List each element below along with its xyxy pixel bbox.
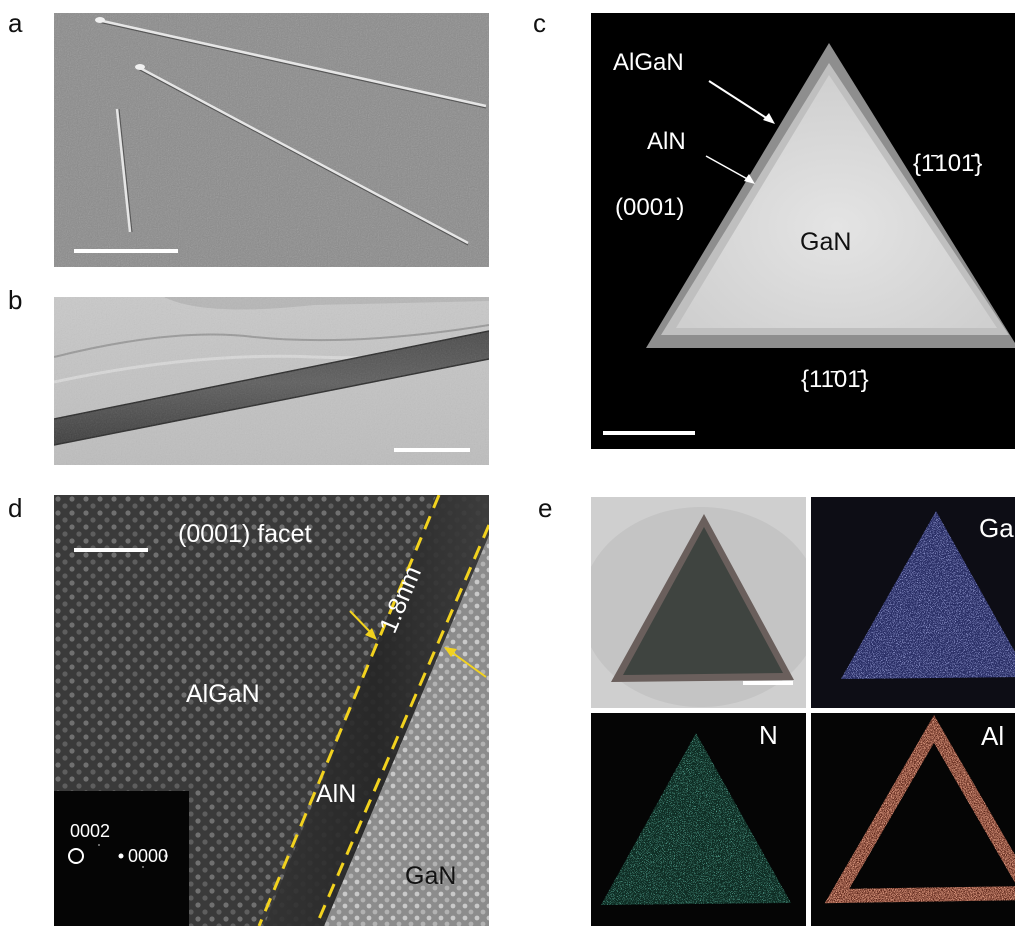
nanowire-3: [115, 108, 133, 233]
label-algan: AlGaN: [613, 49, 684, 76]
label-aln: AlN: [647, 128, 686, 155]
label-algan: AlGaN: [186, 680, 260, 708]
label-facet-0001: (0001): [615, 194, 685, 221]
panel-e-haadf-image: [591, 497, 806, 708]
panel-label-e: e: [538, 493, 553, 523]
label-fft-spot: 0002: [70, 821, 111, 841]
panel-label-c: c: [533, 8, 546, 38]
label-fft-center: 0000: [128, 846, 169, 866]
label-gan: GaN: [405, 862, 457, 890]
nanowire-1: [95, 17, 487, 109]
label-ga-map: Ga: [979, 513, 1014, 543]
panel-e-ga-map: Ga: [811, 497, 1015, 708]
scale-bar: [74, 249, 178, 253]
panel-d-hrtem-image: (0001) facet 1.8nm AlGaN AlN GaN 0002 00…: [54, 495, 489, 926]
label-facet-right: {1̄101̄}: [913, 150, 983, 177]
label-n-map: N: [759, 720, 778, 750]
label-gan: GaN: [800, 228, 852, 256]
scale-bar: [74, 548, 148, 552]
aln-band: [264, 495, 489, 926]
label-facet: (0001) facet: [178, 520, 312, 548]
panel-label-d: d: [8, 493, 23, 523]
fft-inset: [54, 791, 189, 926]
scale-bar: [394, 448, 470, 452]
scale-bar: [603, 431, 695, 435]
panel-a-sem-image: [54, 13, 489, 267]
panel-label-b: b: [8, 285, 23, 315]
panel-c-cross-section: AlGaN AlN (0001) GaN {1̄101̄} {11̄01̄}: [591, 13, 1015, 449]
scale-bar: [743, 681, 793, 685]
label-al-map: Al: [981, 721, 1005, 751]
label-aln: AlN: [316, 780, 357, 808]
nanowire-2: [135, 64, 469, 246]
panel-e-al-map: Al: [811, 713, 1015, 926]
panel-e-n-map: N: [591, 713, 806, 926]
label-facet-bottom: {11̄01̄}: [801, 366, 869, 393]
panel-label-a: a: [8, 8, 23, 38]
gan-core: [676, 75, 997, 328]
panel-b-tem-image: [54, 297, 489, 465]
